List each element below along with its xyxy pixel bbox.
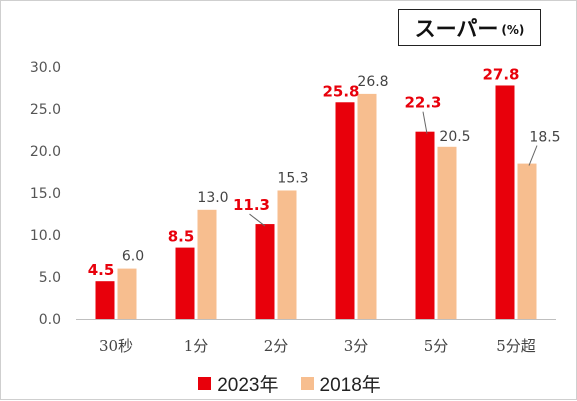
leader-line-2023 [422, 111, 428, 134]
chart-title-unit: (%) [501, 23, 525, 37]
bar-2018 [357, 93, 377, 319]
y-tick-label: 10.0 [30, 228, 61, 244]
legend-item-2023: 2023年 [198, 370, 279, 397]
leader-line-2018 [528, 145, 538, 166]
x-category-label: 2分 [264, 337, 289, 355]
data-label-2018: 6.0 [122, 249, 144, 265]
chart-title-box: スーパー (%) [398, 9, 541, 46]
bar-2018 [517, 163, 537, 319]
data-label-2018: 15.3 [277, 170, 308, 186]
y-tick-label: 20.0 [30, 144, 61, 160]
legend-swatch-2023 [198, 377, 212, 390]
bar-2023 [95, 281, 115, 319]
bar-2018 [437, 146, 457, 319]
bar-2023 [255, 224, 275, 319]
legend-swatch-2018 [300, 377, 314, 390]
legend-label-2023: 2023年 [217, 375, 279, 396]
axis-layer: 0.0 5.0 10.0 15.0 20.0 25.0 30.0 30秒 1分 2分 3分 5分 5分超 [30, 60, 556, 355]
data-label-2018: 18.5 [529, 130, 560, 146]
bar-2018 [197, 209, 217, 319]
label-layer: 4.5 6.0 8.5 13.0 11.3 15.3 25.826.8 22.3 20.5 27.… [88, 65, 561, 279]
data-label-2023: 11.3 [233, 196, 270, 214]
legend: 2023年 2018年 [1, 370, 577, 397]
bar-2018 [117, 268, 137, 319]
x-category-label: 3分 [344, 337, 369, 355]
data-label-2023: 8.5 [168, 228, 195, 246]
x-category-label: 5分超 [496, 337, 536, 355]
bar-layer [95, 85, 537, 319]
bar-2023 [175, 247, 195, 319]
y-tick-label: 5.0 [39, 270, 61, 286]
data-label-2018: 26.8 [357, 74, 388, 90]
data-label-2023: 4.5 [88, 261, 115, 279]
bar-2023 [415, 131, 435, 319]
data-label-2018: 13.0 [197, 190, 228, 206]
y-tick-label: 15.0 [30, 186, 61, 202]
data-label-2023: 27.8 [482, 65, 519, 83]
legend-label-2018: 2018年 [319, 375, 381, 396]
leader-line-2023 [249, 213, 266, 227]
data-label-2023: 25.8 [322, 82, 359, 100]
data-label-2023: 22.3 [404, 94, 441, 112]
chart-title: スーパー [414, 16, 499, 41]
y-tick-label: 25.0 [30, 102, 61, 118]
bar-2023 [335, 102, 355, 319]
legend-item-2018: 2018年 [300, 370, 381, 397]
x-category-label: 5分 [424, 337, 449, 355]
y-tick-label: 30.0 [30, 60, 61, 76]
x-category-label: 30秒 [99, 337, 133, 355]
bar-2018 [277, 190, 297, 319]
x-category-label: 1分 [184, 337, 209, 355]
y-tick-label: 0.0 [39, 312, 61, 328]
data-label-2018: 20.5 [439, 129, 470, 145]
bar-2023 [495, 85, 515, 319]
